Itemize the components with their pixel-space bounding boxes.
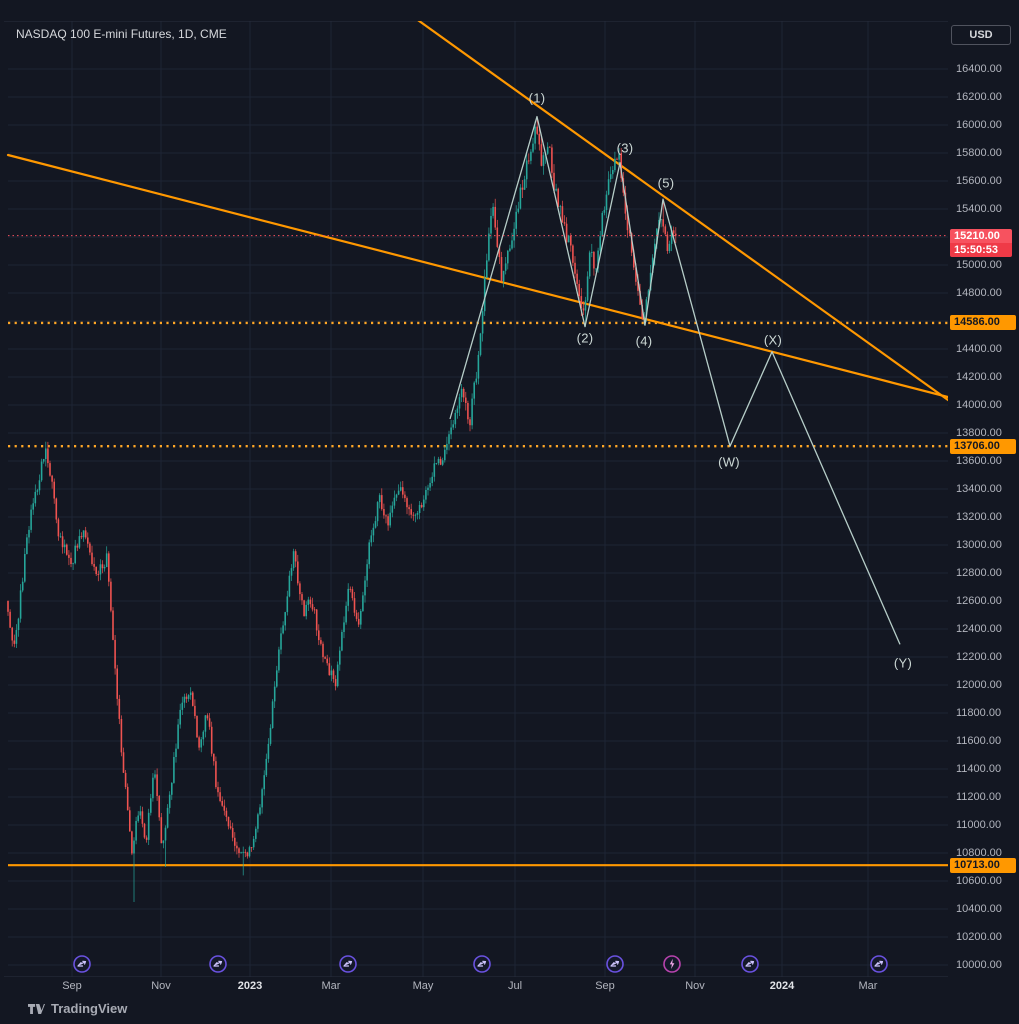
elliott-wave-label: (3) bbox=[616, 140, 634, 156]
contract-rollover-icon[interactable] bbox=[869, 954, 889, 974]
time-axis-tick: Sep bbox=[62, 980, 82, 992]
time-axis-tick: Nov bbox=[151, 980, 171, 992]
time-axis-tick: Jul bbox=[507, 980, 523, 992]
time-axis-tick: 2023 bbox=[237, 980, 263, 992]
contract-rollover-icon[interactable] bbox=[740, 954, 760, 974]
price-level-label: 13706.00 bbox=[950, 438, 1016, 454]
elliott-wave-label: (5) bbox=[657, 175, 675, 191]
symbol-legend[interactable]: NASDAQ 100 E-mini Futures, 1D, CME bbox=[16, 27, 227, 41]
price-axis-tick: 11200.00 bbox=[956, 791, 1002, 803]
elliott-wave-label: (4) bbox=[635, 333, 653, 349]
price-axis-tick: 14200.00 bbox=[956, 371, 1002, 383]
contract-rollover-icon[interactable] bbox=[338, 954, 358, 974]
price-axis-tick: 12200.00 bbox=[956, 651, 1002, 663]
contract-rollover-icon[interactable] bbox=[208, 954, 228, 974]
currency-usd-label: USD bbox=[969, 29, 993, 41]
elliott-wave-label: (Y) bbox=[893, 655, 913, 671]
price-axis-tick: 10400.00 bbox=[956, 903, 1002, 915]
price-axis-tick: 12400.00 bbox=[956, 623, 1002, 635]
elliott-wave-label: (2) bbox=[576, 330, 594, 346]
price-axis-tick: 10000.00 bbox=[956, 959, 1002, 971]
elliott-wave-label: (W) bbox=[718, 454, 740, 470]
price-axis-tick: 12600.00 bbox=[956, 595, 1002, 607]
time-axis-tick: Mar bbox=[321, 980, 341, 992]
price-axis-tick: 16000.00 bbox=[956, 119, 1002, 131]
contract-rollover-icon[interactable] bbox=[605, 954, 625, 974]
tradingview-logo[interactable]: TradingView bbox=[28, 1001, 127, 1016]
price-axis-tick: 15600.00 bbox=[956, 175, 1002, 187]
price-axis-tick: 13600.00 bbox=[956, 455, 1002, 467]
contract-rollover-icon[interactable] bbox=[472, 954, 492, 974]
last-price-value: 15210.00 bbox=[950, 228, 1012, 243]
elliott-wave-label: (X) bbox=[763, 332, 783, 348]
tradingview-logo-text: TradingView bbox=[51, 1001, 128, 1016]
price-axis-tick: 11400.00 bbox=[956, 763, 1002, 775]
price-axis-tick: 16400.00 bbox=[956, 63, 1002, 75]
price-axis-tick: 11800.00 bbox=[956, 707, 1002, 719]
price-axis-tick: 10600.00 bbox=[956, 875, 1002, 887]
currency-usd-button[interactable]: USD bbox=[951, 25, 1011, 45]
bar-close-countdown: 15:50:53 bbox=[950, 242, 1012, 257]
price-axis-tick: 10200.00 bbox=[956, 931, 1002, 943]
time-axis-tick: Sep bbox=[595, 980, 615, 992]
price-axis-tick: 10800.00 bbox=[956, 847, 1002, 859]
price-axis-tick: 13400.00 bbox=[956, 483, 1002, 495]
price-axis-tick: 14000.00 bbox=[956, 399, 1002, 411]
price-axis-tick: 12000.00 bbox=[956, 679, 1002, 691]
tradingview-logo-icon bbox=[28, 1003, 45, 1014]
price-axis-tick: 12800.00 bbox=[956, 567, 1002, 579]
contract-rollover-icon[interactable] bbox=[72, 954, 92, 974]
price-axis-tick: 13000.00 bbox=[956, 539, 1002, 551]
time-axis-tick: Mar bbox=[858, 980, 878, 992]
flash-event-icon[interactable] bbox=[662, 954, 682, 974]
price-level-label: 10713.00 bbox=[950, 857, 1016, 873]
price-axis-tick: 14400.00 bbox=[956, 343, 1002, 355]
price-axis-tick: 15400.00 bbox=[956, 203, 1002, 215]
price-axis-tick: 11000.00 bbox=[956, 819, 1002, 831]
price-axis-tick: 15000.00 bbox=[956, 259, 1002, 271]
price-axis-tick: 16200.00 bbox=[956, 91, 1002, 103]
last-price-label: 15210.00 15:50:53 bbox=[950, 228, 1012, 257]
price-axis-tick: 14800.00 bbox=[956, 287, 1002, 299]
price-axis-tick: 11600.00 bbox=[956, 735, 1002, 747]
time-axis-tick: May bbox=[412, 980, 434, 992]
elliott-wave-label: (1) bbox=[528, 90, 546, 106]
price-axis-tick: 13200.00 bbox=[956, 511, 1002, 523]
price-axis-tick: 13800.00 bbox=[956, 427, 1002, 439]
price-axis-tick: 15800.00 bbox=[956, 147, 1002, 159]
time-axis-tick: Nov bbox=[685, 980, 705, 992]
price-level-label: 14586.00 bbox=[950, 315, 1016, 331]
time-axis-tick: 2024 bbox=[769, 980, 795, 992]
symbol-legend-text: NASDAQ 100 E-mini Futures, 1D, CME bbox=[16, 27, 227, 41]
